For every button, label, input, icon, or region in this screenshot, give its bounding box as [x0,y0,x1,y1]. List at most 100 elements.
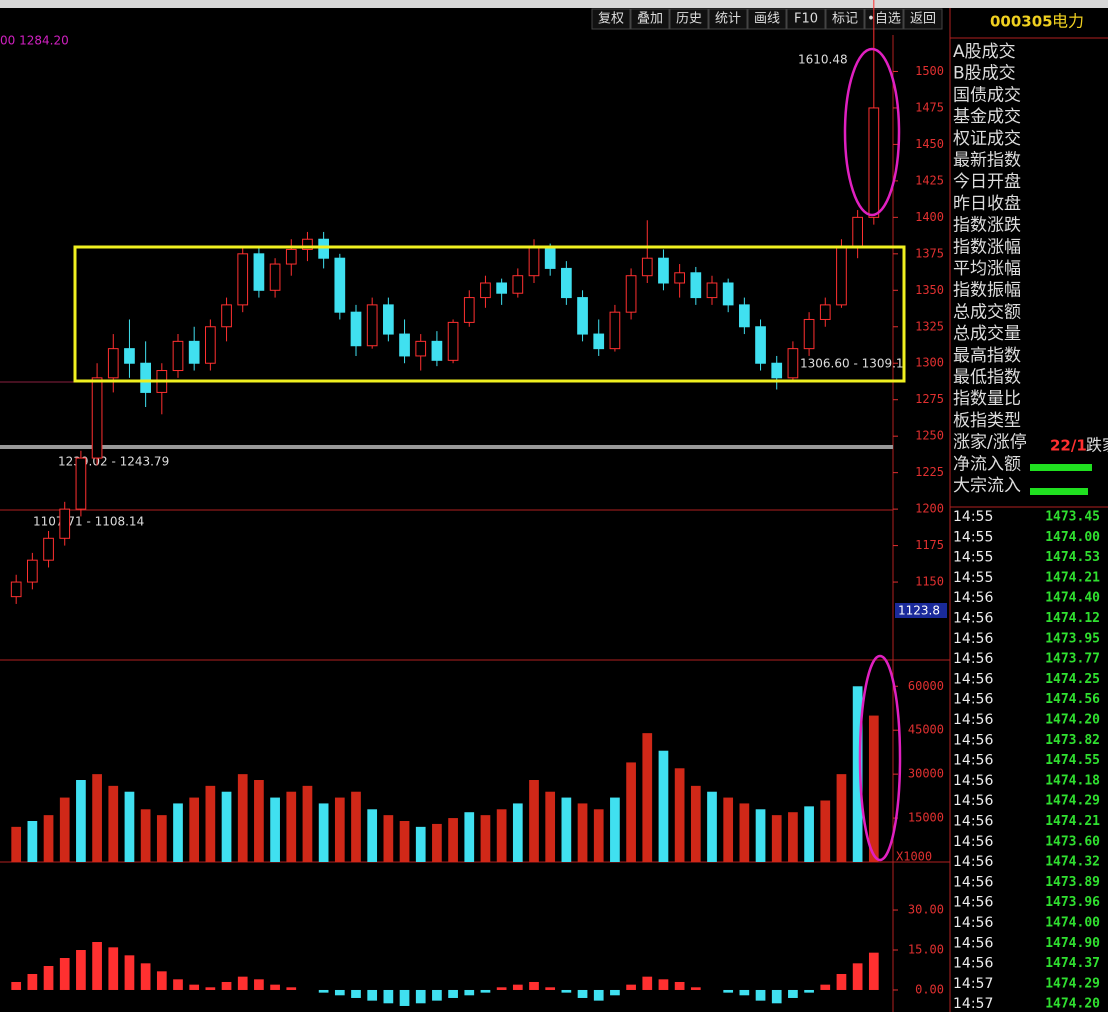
candle-body [561,267,572,299]
toolbar-label[interactable]: F10 [794,12,818,27]
flow-bar [1030,464,1092,471]
candle-body [480,282,491,299]
toolbar-label[interactable]: 统计 [715,12,741,27]
y-tick-label: 0.00 [915,982,944,996]
bar [124,791,135,862]
candle-body [334,257,346,313]
tick-price: 1473.45 [1045,510,1100,525]
tick-time: 14:57 [953,996,993,1012]
bar [108,785,119,862]
toolbar-label[interactable]: •自选 [867,12,901,27]
bar [561,797,572,862]
bar [156,971,167,990]
tick-time: 14:56 [953,611,993,627]
toolbar-button[interactable] [786,8,826,30]
bar [674,981,685,990]
toolbar-label[interactable]: 返回 [910,12,936,27]
annotation: 1610.48 [798,53,848,67]
bar [577,989,588,998]
tick-price: 1474.20 [1045,997,1100,1012]
y-tick-label: 1175 [915,538,944,552]
toolbar-button[interactable] [708,8,748,30]
y-tick-label: 1300 [915,356,944,370]
bar [334,797,345,862]
toolbar-button[interactable] [864,8,904,30]
tick-time: 14:56 [953,854,993,870]
candle-body [221,304,232,328]
highlight-ellipse [858,654,902,862]
bar [820,800,831,862]
bar [237,774,248,862]
candle-body [496,282,507,294]
bar [464,989,475,996]
bar [140,963,151,990]
bar [723,797,734,862]
annotation: 1239.02 - 1243.79 [58,455,169,469]
toolbar-button[interactable] [669,8,709,30]
toolbar-label[interactable]: 历史 [676,12,702,27]
toolbar-label[interactable]: 画线 [754,12,780,27]
tick-price: 1474.00 [1045,530,1100,545]
tick-price: 1473.95 [1045,631,1100,646]
bar [92,774,102,862]
bar [755,809,766,862]
bar [804,806,814,862]
toolbar-label[interactable]: 标记 [832,12,858,27]
y-tick-label: 1500 [915,64,944,78]
bar [690,987,701,990]
toolbar-button[interactable] [747,8,787,30]
bar [448,989,458,998]
candle-body [463,297,475,323]
candle-body [75,457,87,510]
bar [820,984,831,990]
bar [529,981,539,990]
candle-body [431,340,443,361]
candle-body [528,246,540,277]
bar [545,791,556,862]
candle-body [771,362,783,379]
tick-time: 14:56 [953,793,993,809]
y-tick-label: 30.00 [908,903,944,917]
bar [788,812,798,862]
field-label: A股成交 [953,42,1016,62]
candle-body [674,272,685,284]
candle-body [577,297,588,335]
tick-price: 1474.18 [1045,773,1100,788]
bar [124,955,135,990]
tick-time: 14:55 [953,529,993,545]
y-tick-label: 1450 [915,137,944,151]
toolbar-button[interactable] [591,8,631,30]
bar [92,942,102,990]
toolbar-label[interactable]: 复权 [598,11,624,27]
candle-body [803,318,815,350]
tick-price: 1473.60 [1045,834,1100,849]
bar [318,989,329,993]
candle-body [625,275,637,313]
candle-body [690,272,702,299]
toolbar-button[interactable] [825,8,865,30]
candle-body [836,246,847,306]
toolbar-button[interactable] [903,8,943,30]
candle-body [188,340,200,364]
bar [76,950,86,990]
tick-price: 1474.40 [1045,591,1100,606]
field-label: 大宗流入 [953,476,1021,496]
bar [658,750,669,862]
bar [804,989,814,993]
candle-body [10,581,22,598]
price-box [895,603,947,618]
bar [512,984,523,990]
tick-price: 1473.82 [1045,733,1100,748]
toolbar-label[interactable]: 叠加 [637,12,663,27]
bar [173,979,183,990]
bar [868,715,879,862]
current-price: 1123.8 [898,604,940,618]
bar [674,768,685,862]
y-tick-label: 1425 [915,173,944,187]
tick-price: 1474.29 [1045,794,1100,809]
bar [626,762,636,862]
candle-body [140,362,151,393]
bar [771,989,782,1004]
toolbar-button[interactable] [630,8,670,30]
bar [464,812,475,862]
